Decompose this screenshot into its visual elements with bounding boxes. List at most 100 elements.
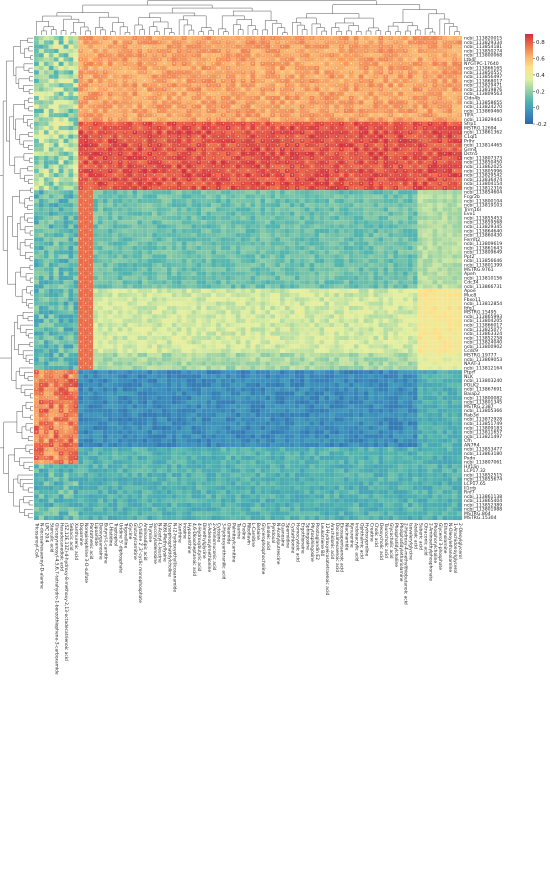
heatmap-cell (49, 169, 54, 173)
heatmap-cell (73, 53, 78, 57)
heatmap-cell (59, 130, 64, 134)
heatmap-cell (49, 49, 54, 53)
heatmap-cell (54, 139, 59, 143)
heatmap-cell (39, 122, 44, 126)
heatmap-cell (49, 70, 54, 74)
heatmap-cell (34, 62, 39, 66)
heatmap-cell (59, 83, 64, 87)
heatmap-cell (54, 173, 59, 177)
heatmap-cell (59, 143, 64, 147)
heatmap-cell (44, 139, 49, 143)
heatmap-cell (34, 147, 39, 151)
heatmap-cell (44, 126, 49, 130)
heatmap-cell (34, 156, 39, 160)
heatmap-cell (64, 177, 69, 181)
heatmap-cell (64, 169, 69, 173)
heatmap-cell (39, 113, 44, 117)
heatmap-cell (39, 83, 44, 87)
heatmap-cell (54, 182, 59, 186)
heatmap-cell (59, 96, 64, 100)
heatmap-cell (34, 87, 39, 91)
heatmap-cell (68, 177, 73, 181)
heatmap-cell (54, 96, 59, 100)
heatmap-cell (39, 96, 44, 100)
heatmap-cell (39, 49, 44, 53)
heatmap-cell (39, 70, 44, 74)
heatmap-cell (54, 147, 59, 151)
heatmap-cell (68, 117, 73, 121)
heatmap-cell (49, 36, 54, 40)
heatmap-cell (34, 49, 39, 53)
heatmap-cell (49, 122, 54, 126)
heatmap-cell (64, 62, 69, 66)
heatmap-cell (39, 165, 44, 169)
heatmap-cell (44, 173, 49, 177)
heatmap-cell (34, 75, 39, 79)
heatmap-cell (68, 62, 73, 66)
heatmap-cell (73, 83, 78, 87)
heatmap-cell (49, 75, 54, 79)
heatmap-cell (54, 87, 59, 91)
heatmap-cell (34, 45, 39, 49)
heatmap-cell (68, 113, 73, 117)
heatmap-cell (59, 49, 64, 53)
heatmap-cell (39, 66, 44, 70)
heatmap-cell (54, 66, 59, 70)
heatmap-cell (73, 105, 78, 109)
heatmap-cell (73, 36, 78, 40)
heatmap-cell (59, 126, 64, 130)
heatmap-cell (44, 92, 49, 96)
heatmap-cell (73, 165, 78, 169)
heatmap-cell (49, 126, 54, 130)
heatmap-cell (44, 122, 49, 126)
heatmap-cell (49, 130, 54, 134)
heatmap-cell (73, 66, 78, 70)
heatmap-cell (59, 139, 64, 143)
heatmap-cell (68, 182, 73, 186)
heatmap-cell (73, 113, 78, 117)
heatmap-cell (44, 57, 49, 61)
heatmap-cell (73, 57, 78, 61)
heatmap-cell (39, 87, 44, 91)
heatmap-cell (34, 177, 39, 181)
heatmap-cell (34, 70, 39, 74)
heatmap-cell (68, 49, 73, 53)
heatmap-cell (44, 79, 49, 83)
heatmap-cell (49, 83, 54, 87)
heatmap-cell (34, 113, 39, 117)
heatmap-cell (49, 147, 54, 151)
heatmap-cell (49, 152, 54, 156)
heatmap-cell (34, 130, 39, 134)
heatmap-cell (44, 87, 49, 91)
heatmap-cell (73, 70, 78, 74)
heatmap-cell (59, 57, 64, 61)
heatmap-cell (73, 109, 78, 113)
heatmap-cell (73, 100, 78, 104)
heatmap-cell (49, 113, 54, 117)
heatmap-cell (44, 169, 49, 173)
heatmap-cell (64, 135, 69, 139)
heatmap-cell (49, 96, 54, 100)
heatmap-cell (44, 105, 49, 109)
heatmap-cell (59, 62, 64, 66)
heatmap-cell (44, 165, 49, 169)
heatmap-cell (54, 36, 59, 40)
heatmap-cell (59, 66, 64, 70)
heatmap-cell (39, 109, 44, 113)
heatmap-cell (39, 177, 44, 181)
heatmap-cell (68, 122, 73, 126)
heatmap-cell (59, 100, 64, 104)
heatmap-cell (44, 70, 49, 74)
heatmap-cell (39, 156, 44, 160)
heatmap-cell (44, 45, 49, 49)
heatmap-cell (49, 109, 54, 113)
heatmap-cell (39, 45, 44, 49)
heatmap-cell (54, 126, 59, 130)
heatmap-cell (54, 156, 59, 160)
heatmap-cell (68, 66, 73, 70)
heatmap-cell (68, 143, 73, 147)
heatmap-cell (44, 96, 49, 100)
heatmap-cell (49, 53, 54, 57)
heatmap-cell (68, 36, 73, 40)
heatmap-cell (73, 143, 78, 147)
